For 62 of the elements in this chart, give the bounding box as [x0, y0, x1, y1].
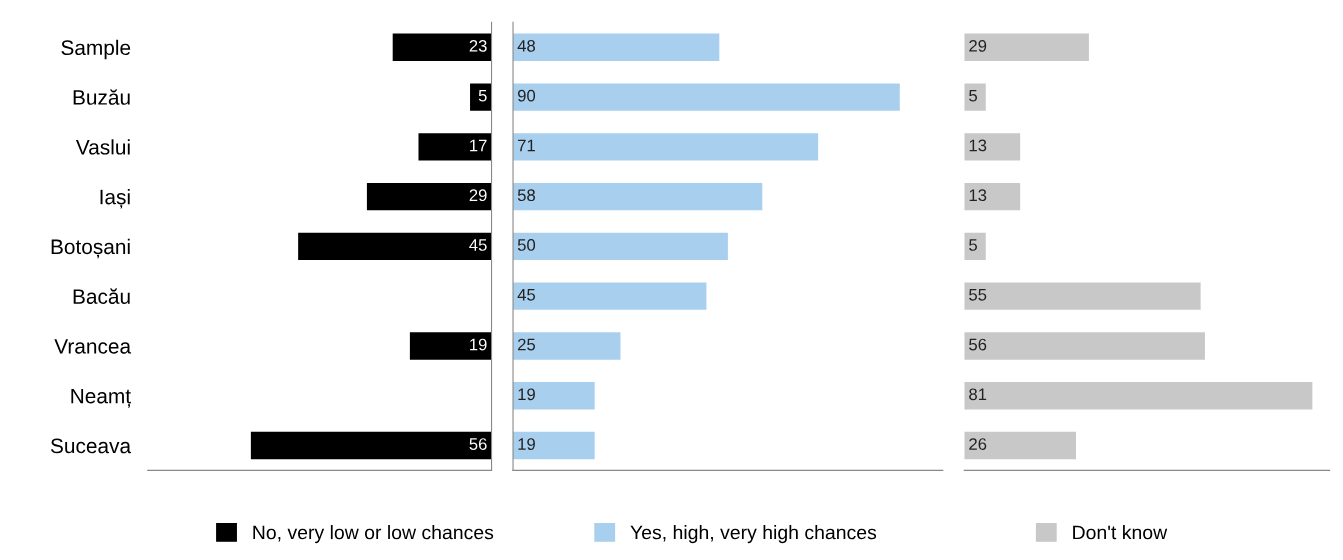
- bar: [298, 232, 492, 261]
- bar: [513, 83, 900, 111]
- bar: [964, 182, 1021, 211]
- bar: [409, 332, 492, 360]
- data-label: 48: [517, 39, 536, 52]
- bar: [964, 232, 986, 261]
- data-label: 56: [969, 338, 987, 351]
- bar: [964, 332, 1205, 360]
- bar: [964, 431, 1077, 460]
- data-label: 26: [969, 438, 987, 450]
- data-label: 17: [470, 139, 487, 152]
- y-tick-label: Botoșani: [51, 238, 130, 259]
- data-label: 56: [469, 438, 487, 450]
- y-tick-label: Sample: [61, 39, 131, 60]
- bar: [392, 33, 492, 61]
- data-label: 55: [969, 289, 987, 301]
- legend-label: No, very low or low chances: [253, 525, 494, 544]
- data-label: 29: [969, 39, 987, 52]
- data-label: 81: [969, 388, 987, 401]
- data-label: 5: [969, 239, 978, 251]
- data-label: 58: [517, 189, 536, 202]
- bar: [513, 33, 720, 61]
- bar: [964, 83, 986, 111]
- bar: [964, 282, 1201, 310]
- bar: [513, 282, 707, 310]
- y-tick-label: Bacău: [73, 288, 130, 304]
- bar: [418, 133, 492, 161]
- bar: [250, 431, 492, 460]
- data-label: 25: [518, 338, 536, 351]
- bar: [964, 33, 1089, 61]
- data-label: 13: [969, 139, 987, 152]
- y-tick-label: Buzău: [73, 89, 130, 105]
- legend-label: Don't know: [1073, 525, 1168, 540]
- bar: [513, 182, 763, 211]
- legend-label: Yes, high, very high chances: [630, 525, 877, 544]
- bar: [513, 431, 595, 460]
- y-tick-label: Vrancea: [54, 339, 132, 354]
- data-label: 19: [518, 388, 535, 401]
- bar: [470, 83, 492, 111]
- y-tick-label: Vaslui: [75, 139, 130, 155]
- bar: [513, 133, 819, 161]
- bar: [513, 232, 728, 261]
- y-tick-label: Neamț: [71, 388, 131, 408]
- data-label: 5: [969, 89, 978, 102]
- data-label: 50: [517, 239, 536, 251]
- bar: [964, 133, 1021, 161]
- bar: [513, 332, 621, 360]
- data-label: 19: [470, 338, 487, 351]
- bar: [964, 382, 1313, 410]
- bar: [513, 382, 595, 410]
- data-label: 29: [469, 189, 487, 202]
- data-label: 13: [969, 189, 987, 202]
- data-label: 71: [518, 139, 535, 152]
- data-label: 90: [517, 89, 536, 102]
- data-label: 23: [469, 39, 487, 52]
- data-label: 45: [469, 239, 487, 251]
- data-label: 19: [518, 438, 535, 450]
- data-label: 5: [478, 89, 487, 102]
- bar: [366, 182, 492, 211]
- y-tick-label: Iași: [100, 189, 130, 209]
- data-label: 45: [517, 289, 536, 301]
- y-tick-label: Suceava: [50, 438, 132, 454]
